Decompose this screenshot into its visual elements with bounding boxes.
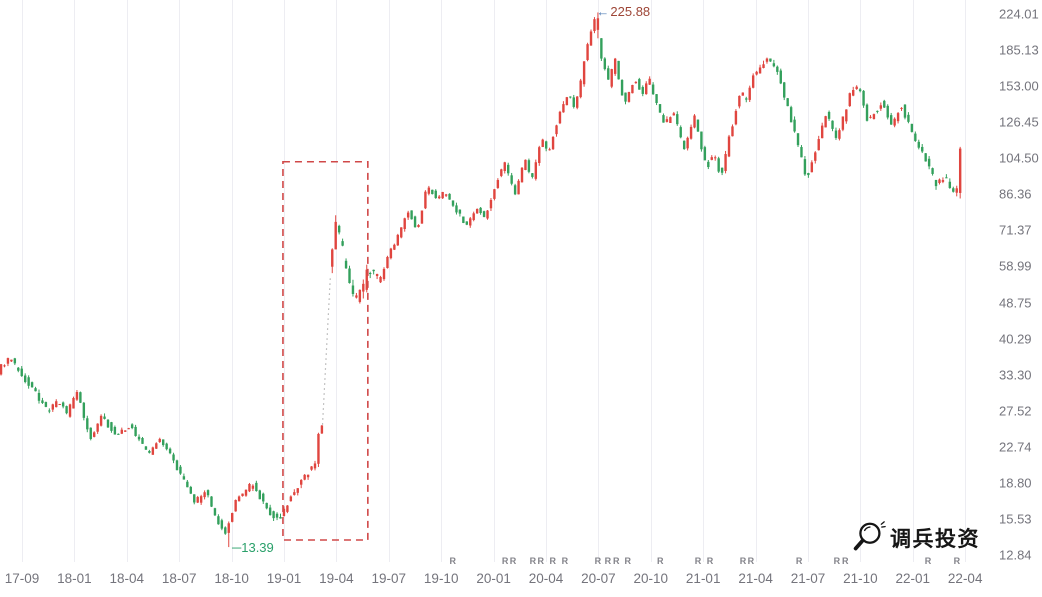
low-price-label: 13.39 [241, 540, 274, 556]
tick-dash: ─ [232, 540, 242, 556]
magnifier-logo-icon [853, 521, 886, 551]
low-price-annotation: ─13.39 [232, 540, 274, 555]
peak-price-annotation: ←225.88 [596, 4, 650, 19]
watermark-text: 调兵投资 [890, 528, 980, 551]
peak-price-label: 225.88 [610, 4, 651, 20]
left-arrow-icon: ← [596, 4, 610, 20]
watermark: 调兵投资 [849, 519, 980, 557]
